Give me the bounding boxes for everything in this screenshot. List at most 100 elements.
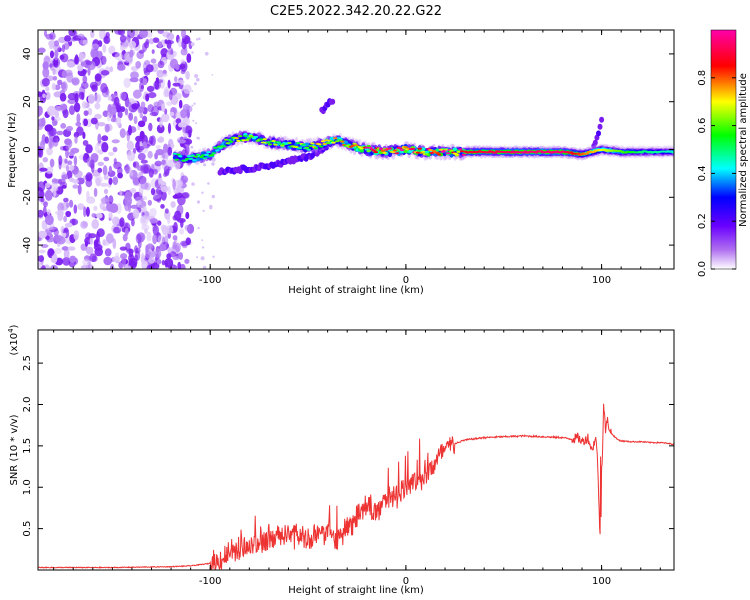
- ridge-cell: [306, 148, 311, 151]
- ridge-cell: [391, 151, 396, 154]
- noise-blob: [168, 90, 173, 101]
- noise-blob: [166, 101, 173, 106]
- noise-speck: [196, 256, 199, 259]
- noise-blob: [184, 138, 193, 145]
- ridge-cell: [340, 140, 345, 143]
- noise-blob: [155, 149, 165, 156]
- noise-blob: [103, 156, 110, 162]
- noise-blob: [73, 204, 78, 214]
- ridge-cell: [204, 153, 209, 156]
- noise-speck: [194, 82, 197, 86]
- noise-blob: [57, 209, 64, 217]
- noise-blob: [109, 106, 117, 115]
- noise-blob: [54, 50, 59, 58]
- noise-blob: [160, 204, 165, 209]
- noise-blob: [69, 165, 75, 171]
- ridge-cell: [415, 151, 421, 154]
- x-tick-label: -100: [199, 576, 222, 587]
- noise-blob: [152, 234, 158, 245]
- noise-speck: [201, 191, 204, 194]
- noise-blob: [134, 245, 138, 254]
- chart-title: C2E5.2022.342.20.22.G22: [270, 4, 442, 19]
- noise-blob: [44, 189, 53, 201]
- noise-blob: [126, 140, 134, 151]
- ridge-cell: [186, 155, 192, 158]
- ridge-cell: [223, 138, 229, 141]
- noise-blob: [76, 126, 84, 136]
- noise-blob: [148, 38, 155, 45]
- noise-speck: [209, 204, 213, 209]
- noise-blob: [42, 205, 47, 216]
- noise-blob: [111, 139, 120, 144]
- noise-blob: [174, 92, 182, 100]
- colorbar-tick-label: 0.4: [697, 165, 708, 181]
- ridge-cell: [454, 153, 459, 156]
- ridge-cell: [584, 152, 590, 155]
- noise-blob: [117, 111, 123, 119]
- noise-blob: [185, 70, 190, 80]
- noise-blob: [161, 159, 166, 166]
- noise-speck: [201, 239, 204, 242]
- noise-blob: [157, 220, 162, 226]
- ridge-cell: [199, 155, 204, 158]
- noise-blob: [91, 213, 97, 218]
- noise-blob: [85, 60, 93, 66]
- ridge-cell: [172, 155, 178, 160]
- spectrogram-ridge: [172, 129, 674, 167]
- ridge-cell: [201, 154, 206, 157]
- noise-blob: [146, 243, 154, 250]
- noise-blob: [45, 166, 54, 174]
- noise-blob: [77, 184, 82, 195]
- noise-blob: [152, 168, 158, 175]
- noise-speck: [211, 157, 216, 162]
- ridge-cell: [459, 150, 465, 153]
- noise-blob: [74, 136, 78, 144]
- ridge-cell: [287, 142, 292, 144]
- snr-x-label: Height of straight line (km): [288, 585, 424, 596]
- noise-blob: [83, 118, 88, 127]
- ridge-cell: [366, 150, 371, 153]
- noise-blob: [121, 256, 126, 268]
- noise-blob: [139, 81, 144, 93]
- ridge-cell: [417, 147, 422, 150]
- noise-blob: [185, 237, 191, 246]
- noise-blob: [163, 143, 168, 154]
- noise-blob: [41, 117, 46, 127]
- y-tick-label: -20: [22, 189, 33, 205]
- noise-blob: [124, 108, 129, 116]
- ridge-cell: [245, 139, 250, 141]
- noise-blob: [38, 181, 46, 192]
- noise-speck: [207, 182, 210, 185]
- noise-blob: [117, 64, 126, 71]
- ridge-cell: [458, 148, 463, 151]
- noise-blob: [147, 92, 157, 99]
- ridge-cell: [236, 139, 241, 142]
- colorbar-tick-label: 0.8: [697, 70, 708, 86]
- noise-blob: [56, 130, 64, 136]
- noise-blob: [90, 30, 95, 38]
- noise-blob: [115, 104, 122, 113]
- noise-blob: [130, 188, 137, 194]
- noise-blob: [161, 190, 167, 201]
- noise-blob: [123, 77, 131, 88]
- noise-blob: [65, 210, 72, 218]
- noise-blob: [97, 161, 105, 166]
- ridge-cell: [278, 143, 283, 146]
- noise-blob: [76, 113, 81, 124]
- noise-blob: [145, 64, 154, 73]
- noise-blob: [170, 143, 175, 149]
- noise-blob: [94, 102, 101, 110]
- noise-blob: [51, 116, 55, 121]
- branch-blob: [599, 116, 605, 123]
- ridge-cell: [209, 154, 215, 157]
- noise-blob: [139, 130, 145, 140]
- noise-blob: [41, 264, 46, 269]
- noise-blob: [59, 54, 65, 60]
- ridge-cell: [324, 139, 329, 142]
- noise-blob: [73, 230, 80, 241]
- noise-blob: [81, 39, 89, 45]
- noise-blob: [157, 30, 164, 34]
- noise-blob: [38, 261, 41, 268]
- noise-blob: [48, 249, 55, 256]
- noise-blob: [147, 150, 153, 159]
